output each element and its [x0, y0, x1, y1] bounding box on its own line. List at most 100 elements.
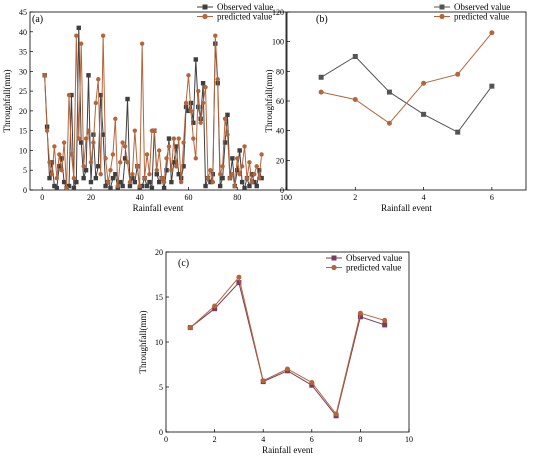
data-point: [260, 378, 266, 384]
data-point: [154, 171, 159, 177]
data-point: [191, 120, 196, 125]
x-tick-label: 4: [261, 435, 265, 444]
data-point: [164, 156, 169, 161]
data-point: [76, 25, 81, 31]
data-point: [47, 160, 52, 165]
data-point: [230, 171, 235, 177]
data-point: [225, 112, 230, 118]
legend-marker: [331, 255, 337, 261]
y-tick-label: 25: [19, 87, 27, 96]
data-point: [69, 152, 74, 157]
x-tick-label: 4: [422, 193, 426, 202]
data-point: [237, 148, 242, 153]
data-point: [259, 152, 264, 157]
data-point: [96, 164, 101, 169]
data-point: [386, 120, 392, 126]
data-point: [130, 175, 135, 181]
data-point: [127, 183, 133, 189]
y-tick-label: 80: [276, 67, 284, 76]
data-point: [232, 183, 237, 189]
y-tick-label: 15: [19, 127, 27, 136]
data-point: [421, 111, 427, 117]
data-point: [113, 116, 118, 122]
data-point: [489, 83, 495, 89]
plot-frame: [165, 251, 410, 433]
y-tick-label: 5: [159, 383, 163, 392]
data-point: [154, 168, 159, 173]
data-point: [98, 171, 103, 177]
plot-frame: [286, 11, 527, 191]
data-point: [222, 140, 228, 145]
data-point: [54, 175, 60, 181]
data-point: [242, 144, 247, 149]
data-point: [247, 160, 252, 165]
data-point: [79, 41, 84, 46]
y-tick-label: 100: [272, 38, 284, 47]
x-tick-label: 100: [280, 193, 292, 202]
data-point: [149, 185, 155, 191]
data-point: [44, 128, 50, 133]
data-point: [147, 179, 152, 185]
x-tick-label: 0: [164, 435, 168, 444]
legend-entry: predicted value: [217, 12, 272, 22]
data-point: [352, 97, 358, 103]
x-tick-label: 20: [87, 193, 95, 202]
series-0: [187, 280, 388, 419]
data-point: [357, 314, 363, 320]
data-point: [236, 280, 242, 286]
legend-marker: [439, 13, 445, 20]
data-point: [208, 179, 213, 185]
data-point: [196, 104, 201, 110]
data-point: [113, 171, 118, 177]
data-point: [208, 168, 213, 173]
data-point: [132, 179, 138, 185]
data-point: [186, 108, 191, 114]
x-axis-label: Rainfall event: [262, 445, 313, 455]
x-axis-label: Rainfall event: [381, 203, 432, 213]
data-point: [61, 140, 67, 145]
data-point: [47, 175, 52, 181]
panel-label: (b): [316, 14, 328, 25]
y-tick-label: 0: [23, 186, 27, 195]
data-point: [93, 175, 99, 181]
x-tick-label: 0: [40, 193, 44, 202]
data-point: [382, 322, 388, 328]
data-point: [59, 156, 64, 161]
data-point: [169, 179, 174, 185]
data-point: [159, 175, 164, 181]
legend-entry: Observed value: [346, 253, 402, 263]
data-point: [186, 73, 191, 78]
y-tick-label: 20: [19, 107, 27, 116]
data-point: [49, 160, 55, 165]
data-point: [110, 152, 116, 157]
data-point: [86, 128, 91, 133]
data-point: [222, 116, 228, 122]
data-point: [125, 160, 130, 165]
y-tick-label: 40: [19, 28, 27, 37]
data-point: [57, 152, 62, 157]
data-point: [139, 41, 145, 46]
chart-panel-1: 0 20 40 60 80 100 120 2 4 6 Rainfall event Throughf…: [264, 2, 527, 213]
legend-marker: [202, 13, 208, 20]
data-point: [96, 77, 101, 82]
data-point: [115, 183, 120, 189]
data-point: [188, 108, 194, 114]
data-point: [187, 325, 193, 331]
panel-label: (c): [178, 258, 189, 269]
data-point: [42, 73, 47, 78]
series-1: [42, 33, 264, 191]
data-point: [196, 88, 201, 94]
data-point: [455, 129, 461, 135]
data-point: [357, 310, 363, 316]
panel-label: (a): [32, 14, 43, 25]
data-point: [171, 160, 177, 165]
data-point: [100, 132, 106, 137]
data-point: [71, 185, 77, 191]
data-point: [235, 156, 240, 161]
data-point: [147, 171, 152, 177]
data-point: [352, 54, 358, 59]
data-point: [69, 92, 74, 98]
legend-marker: [331, 264, 337, 271]
data-point: [309, 380, 315, 385]
